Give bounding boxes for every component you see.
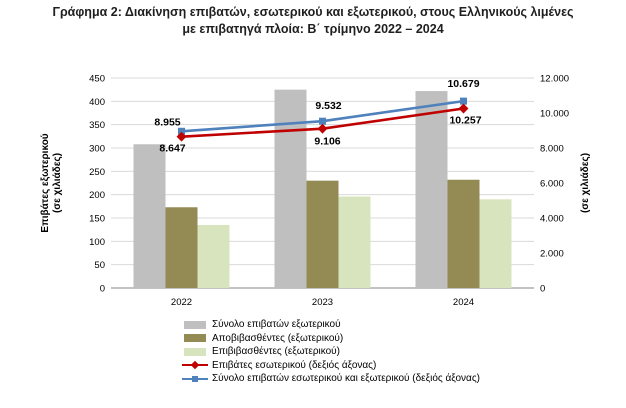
bar xyxy=(479,199,512,288)
x-category-label: 2022 xyxy=(171,297,192,308)
legend-item: Αποβιβασθέντες (εξωτερικού) xyxy=(182,332,480,346)
data-label: 9.532 xyxy=(315,100,341,112)
legend-key xyxy=(182,360,208,370)
y-left-tick-label: 250 xyxy=(89,167,105,178)
y-left-tick-label: 200 xyxy=(89,190,105,201)
data-label: 8.647 xyxy=(159,143,185,155)
legend-marker xyxy=(192,375,198,382)
line-point xyxy=(176,131,187,142)
legend-item: Επιβάτες εσωτερικού (δεξιός άξονας) xyxy=(182,359,480,373)
legend-swatch xyxy=(184,334,206,343)
y-left-tick-label: 50 xyxy=(94,260,105,271)
y-right-tick-label: 6.000 xyxy=(540,179,564,190)
bar xyxy=(415,91,448,288)
x-category-label: 2024 xyxy=(453,297,474,308)
legend-swatch xyxy=(184,347,206,356)
legend-label: Αποβιβασθέντες (εξωτερικού) xyxy=(212,332,344,344)
y-left-tick-label: 150 xyxy=(89,214,105,225)
y-left-tick-label: 450 xyxy=(89,74,105,85)
y-left-tick-label: 300 xyxy=(89,144,105,155)
y-left-axis-title-line: Επιβάτες εξωτερικού xyxy=(40,133,51,232)
line-point xyxy=(458,103,469,114)
data-label: 10.679 xyxy=(447,78,479,90)
bar xyxy=(133,144,166,288)
chart-title-line-1: Γράφημα 2: Διακίνηση επιβατών, εσωτερικο… xyxy=(52,5,574,19)
combo-chart: 0 50 100 150 200 250 300 350 400 450 0 2.000 4.000 6.… xyxy=(40,74,591,309)
legend-label: Σύνολο επιβατών εξωτερικού xyxy=(212,319,341,331)
y-right-tick-label: 10.000 xyxy=(540,109,569,120)
bar xyxy=(274,89,307,289)
bar xyxy=(165,207,198,288)
chart-legend: Σύνολο επιβατών εξωτερικού Αποβιβασθέντες… xyxy=(182,318,480,386)
bar xyxy=(447,179,480,288)
legend-label: Επιβάτες εσωτερικού (δεξιός άξονας) xyxy=(212,359,377,371)
y-right-tick-label: 0 xyxy=(540,284,545,295)
y-left-tick-label: 350 xyxy=(89,120,105,131)
legend-item: Σύνολο επιβατών εσωτερικού και εξωτερικο… xyxy=(182,372,480,386)
y-left-axis-title: Επιβάτες εξωτερικού(σε χιλιάδες) xyxy=(40,133,63,232)
line-point xyxy=(178,127,185,135)
data-label: 9.106 xyxy=(314,136,340,148)
legend-swatch xyxy=(184,320,206,329)
bar xyxy=(306,180,339,288)
y-left-tick-label: 0 xyxy=(100,284,105,295)
line-point xyxy=(317,123,328,134)
y-left-tick-label: 100 xyxy=(89,237,105,248)
line-point xyxy=(460,97,467,105)
legend-key xyxy=(182,374,208,384)
chart-title-line-2: με επιβατηγά πλοία: Β΄ τρίμηνο 2022 – 20… xyxy=(182,22,444,36)
data-label: 10.257 xyxy=(449,115,481,127)
legend-item: Επιβιβασθέντες (εξωτερικού) xyxy=(182,345,480,359)
legend-key xyxy=(182,320,208,330)
y-right-tick-label: 2.000 xyxy=(540,249,564,260)
y-left-axis-title-line: (σε χιλιάδες) xyxy=(52,153,63,213)
legend-item: Σύνολο επιβατών εξωτερικού xyxy=(182,318,480,332)
data-label: 8.955 xyxy=(154,116,180,128)
legend-label: Επιβιβασθέντες (εξωτερικού) xyxy=(212,346,340,358)
y-left-tick-label: 400 xyxy=(89,97,105,108)
y-right-axis-title: (σε χιλιάδες) xyxy=(580,153,591,213)
legend-key xyxy=(182,347,208,357)
x-category-label: 2023 xyxy=(312,297,333,308)
chart-title: Γράφημα 2: Διακίνηση επιβατών, εσωτερικο… xyxy=(0,4,626,38)
y-right-tick-label: 12.000 xyxy=(540,74,569,85)
legend-key xyxy=(182,333,208,343)
bar xyxy=(197,225,230,288)
bar xyxy=(338,196,371,288)
legend-label: Σύνολο επιβατών εσωτερικού και εξωτερικο… xyxy=(212,373,480,385)
line-point xyxy=(319,117,326,125)
legend-marker xyxy=(190,361,200,370)
y-right-tick-label: 8.000 xyxy=(540,144,564,155)
y-right-tick-label: 4.000 xyxy=(540,214,564,225)
